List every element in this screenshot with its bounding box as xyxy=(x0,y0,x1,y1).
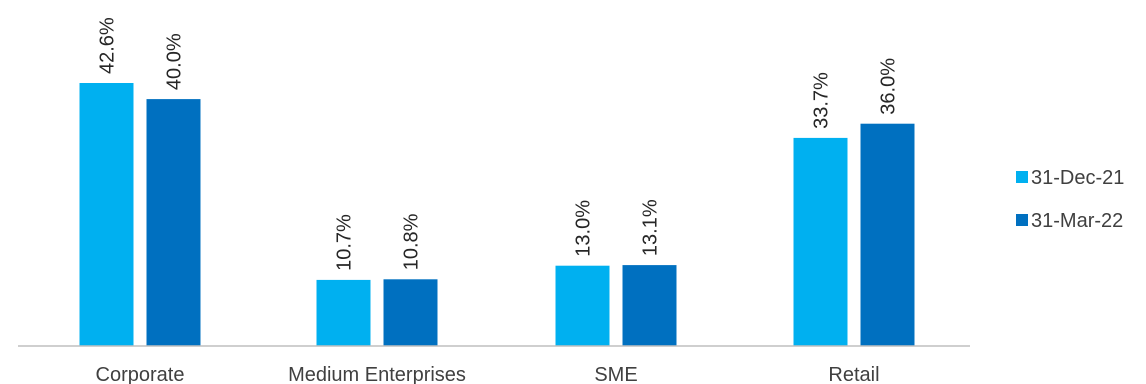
bar-sme-31-mar-22 xyxy=(622,265,677,346)
value-labels-group: 42.6% 40.0% 10.7% 10.8% 13.0% 13.1% 33.7% 36.0% xyxy=(97,17,900,271)
data-label-sme-31-dec-21: 13.0% xyxy=(573,200,595,257)
data-label-retail-31-mar-22: 36.0% xyxy=(878,58,900,115)
bar-medium-enterprises-31-dec-21 xyxy=(316,279,371,346)
data-label-corporate-31-mar-22: 40.0% xyxy=(164,33,186,90)
category-label-medium-enterprises: Medium Enterprises xyxy=(288,364,466,384)
data-label-corporate-31-dec-21: 42.6% xyxy=(97,17,119,74)
bar-corporate-31-mar-22 xyxy=(146,99,201,346)
bar-retail-31-dec-21 xyxy=(793,137,848,346)
category-label-retail: Retail xyxy=(828,364,879,384)
bar-corporate-31-dec-21 xyxy=(79,83,134,346)
data-label-sme-31-mar-22: 13.1% xyxy=(640,199,662,256)
data-label-medium-enterprises-31-dec-21: 10.7% xyxy=(334,214,356,271)
category-label-corporate: Corporate xyxy=(96,364,185,384)
legend-swatch-31-dec-21 xyxy=(1016,171,1028,183)
data-label-retail-31-dec-21: 33.7% xyxy=(811,72,833,129)
category-labels-group: Corporate Medium Enterprises SME Retail xyxy=(96,364,880,384)
bar-retail-31-mar-22 xyxy=(860,123,915,346)
data-label-medium-enterprises-31-mar-22: 10.8% xyxy=(401,213,423,270)
legend-swatch-31-mar-22 xyxy=(1016,214,1028,226)
category-label-sme: SME xyxy=(594,364,637,384)
bars-group xyxy=(79,83,915,346)
bar-medium-enterprises-31-mar-22 xyxy=(383,279,438,346)
legend-label-31-mar-22: 31-Mar-22 xyxy=(1031,210,1123,232)
legend-label-31-dec-21: 31-Dec-21 xyxy=(1031,167,1124,189)
legend: 31-Dec-21 31-Mar-22 xyxy=(1016,167,1124,232)
bar-sme-31-dec-21 xyxy=(555,265,610,346)
